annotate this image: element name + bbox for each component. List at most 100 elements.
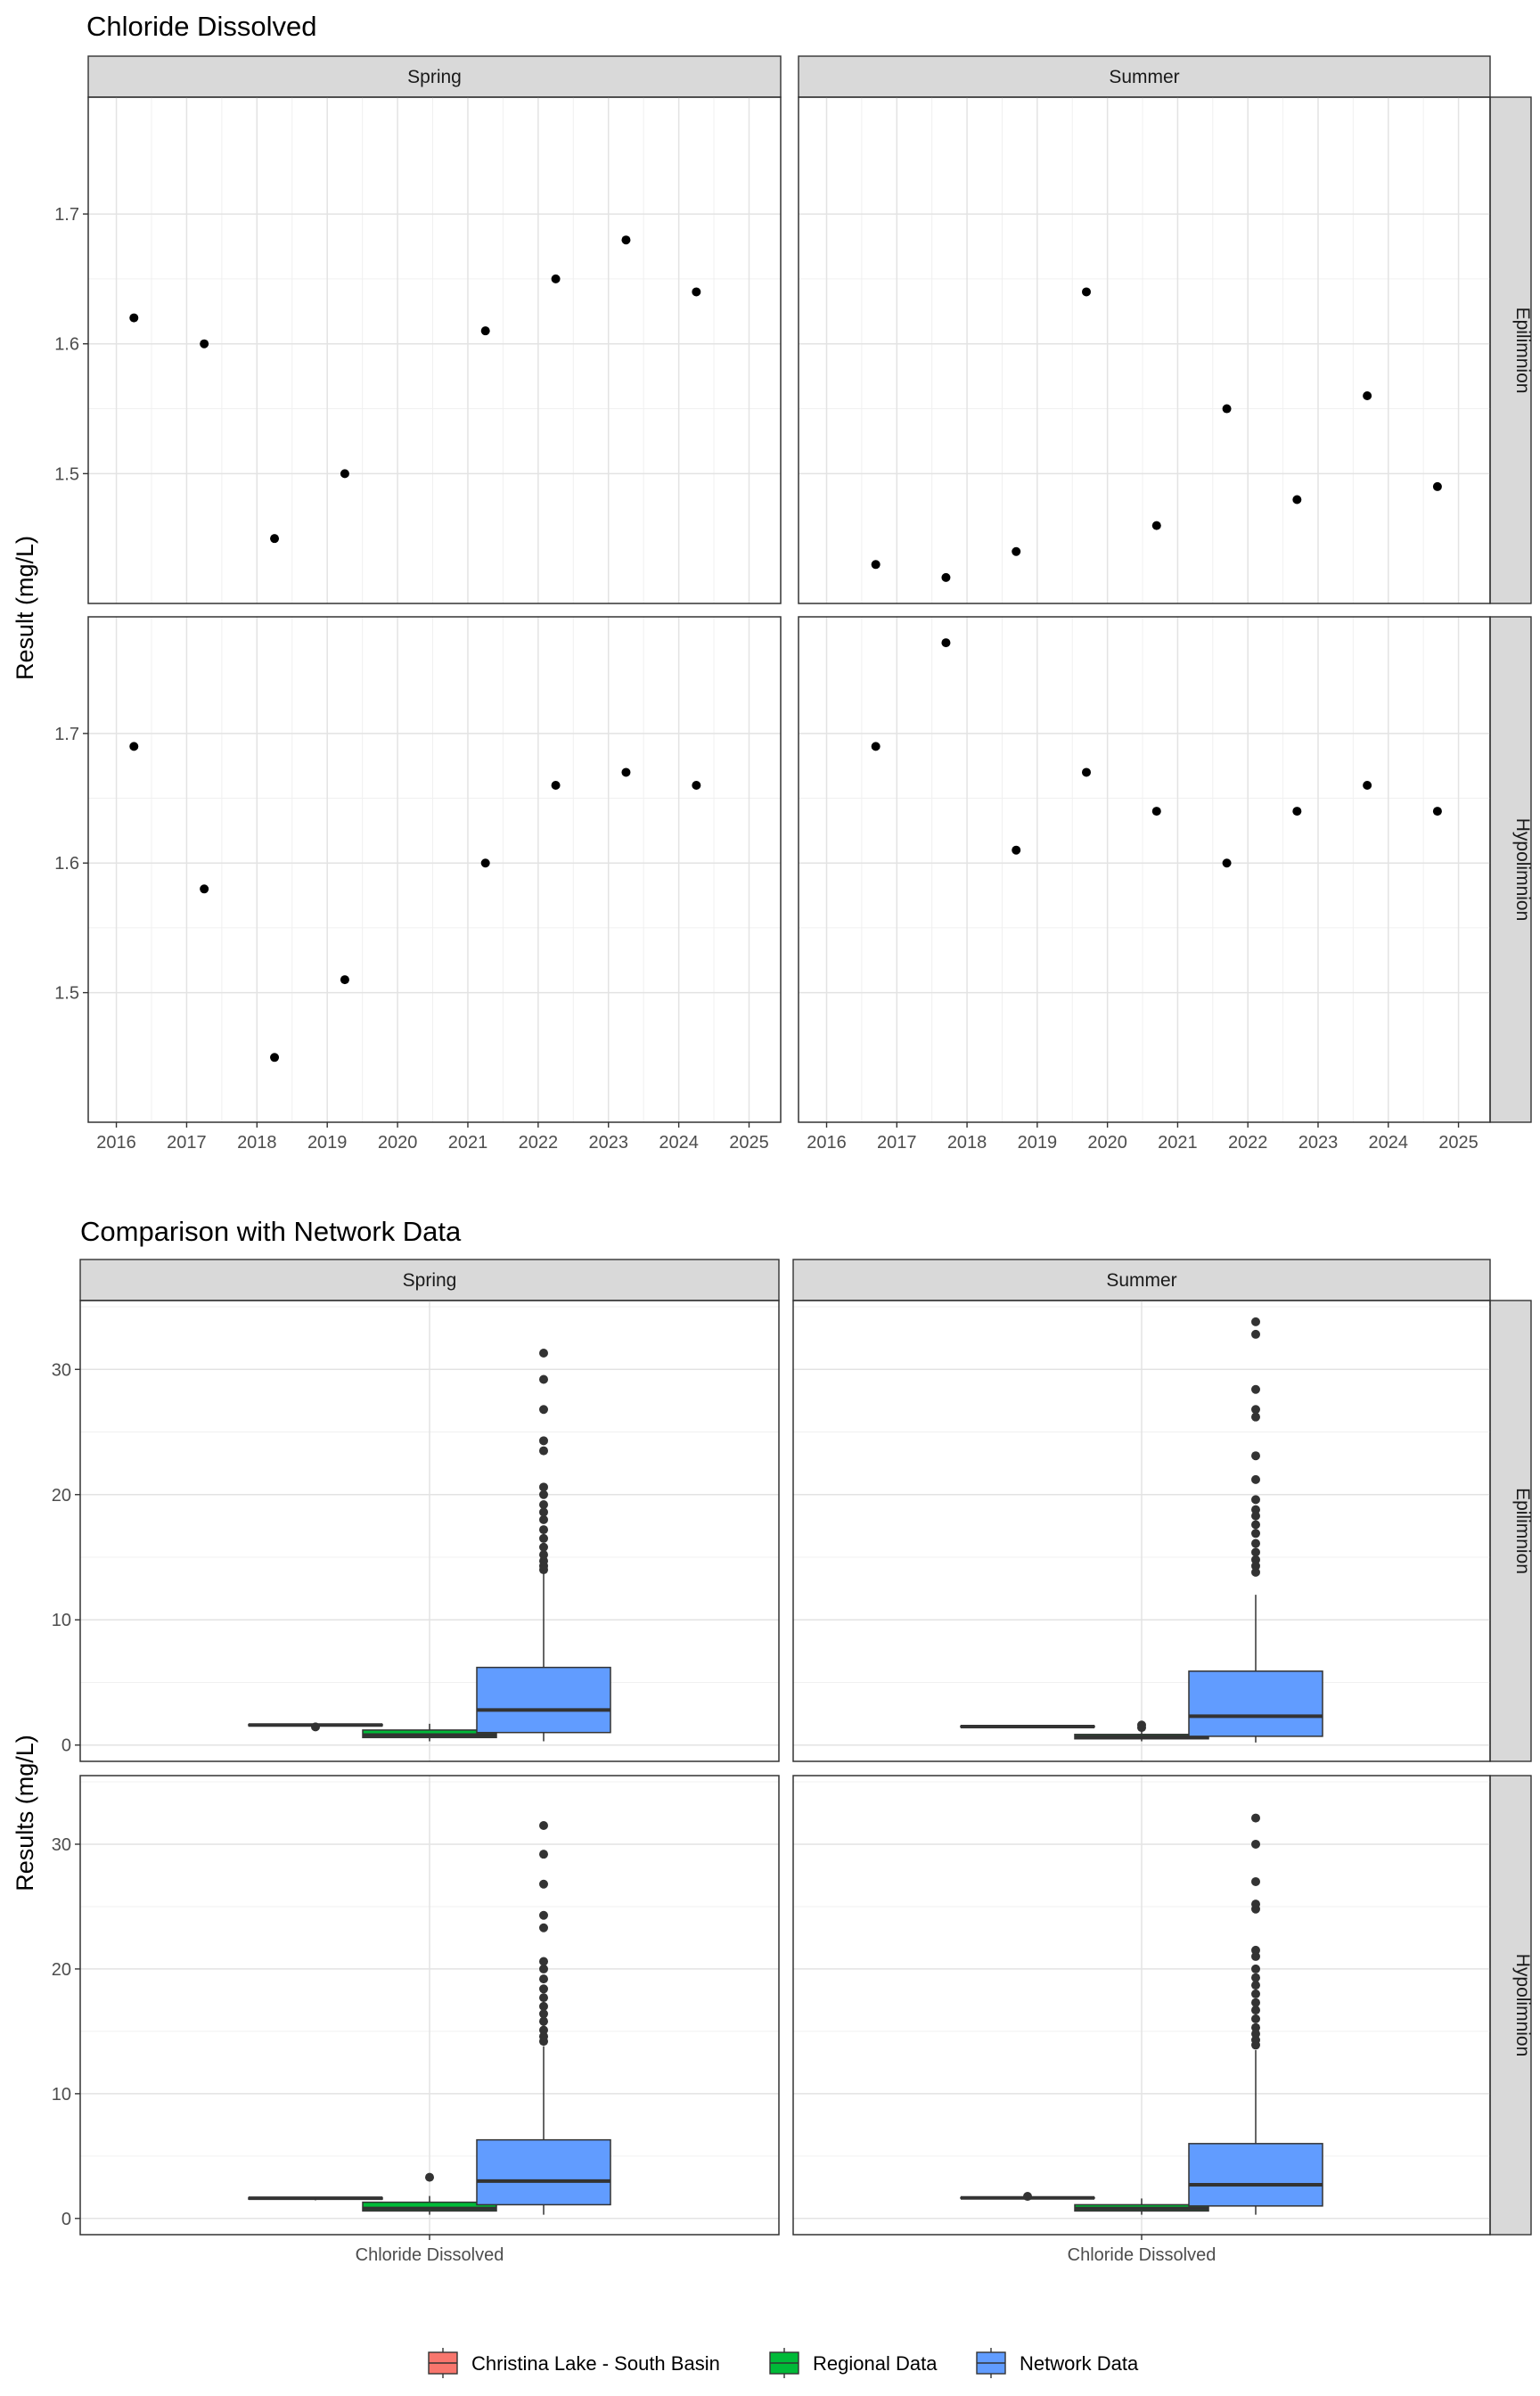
- outlier-point: [1251, 1973, 1260, 1982]
- legend: Christina Lake - South Basin Regional Dat…: [428, 2348, 1139, 2378]
- x-tick-label: 2016: [807, 1133, 847, 1153]
- data-point: [941, 572, 951, 582]
- legend-label: Network Data: [1020, 2352, 1139, 2375]
- x-tick-label: 2023: [588, 1133, 628, 1153]
- chart2-strip-label-hypolimnion: Hypolimnion: [1512, 1954, 1533, 2057]
- box-body: [1188, 2143, 1323, 2207]
- chart2-y-axis-label: Results (mg/L): [12, 1735, 38, 1891]
- data-point: [480, 858, 490, 868]
- box-network-data: [476, 1349, 611, 1742]
- chart1-faceted-scatter: Spring SummerEpilimnionHypolimnion1.51.61…: [54, 55, 1533, 1153]
- chart1-panel-summer-epilimnion-border: [798, 96, 1491, 604]
- x-tick-label: 2017: [167, 1133, 207, 1153]
- data-point: [129, 742, 139, 751]
- x-tick-label: 2024: [659, 1133, 699, 1153]
- outlier-point: [1251, 2006, 1260, 2015]
- x-tick-label: Chloride Dissolved: [356, 2245, 504, 2265]
- x-tick-label: 2019: [307, 1133, 348, 1153]
- data-point: [1363, 781, 1372, 790]
- outlier-point: [1137, 1720, 1146, 1730]
- outlier-point: [1251, 1567, 1260, 1577]
- chart1-strip-summer: [798, 55, 1491, 98]
- data-point: [270, 534, 280, 544]
- outlier-point: [539, 1436, 548, 1446]
- data-point: [340, 469, 349, 479]
- x-tick-label: 2021: [1158, 1133, 1198, 1153]
- data-point: [1432, 807, 1442, 816]
- data-point: [1012, 845, 1021, 855]
- outlier-point: [1251, 1813, 1260, 1823]
- data-point: [692, 781, 701, 790]
- data-point: [1012, 546, 1021, 556]
- outlier-point: [539, 1482, 548, 1492]
- data-point: [692, 287, 701, 297]
- outlier-point: [1251, 1412, 1260, 1422]
- outlier-point: [1251, 1529, 1260, 1539]
- box-christina-lake-south-basin: [248, 1722, 383, 1732]
- outlier-point: [539, 1923, 548, 1932]
- data-point: [270, 1053, 280, 1063]
- x-tick-label: 2025: [729, 1133, 769, 1153]
- data-point: [1151, 807, 1161, 816]
- x-tick-label: 2017: [877, 1133, 917, 1153]
- y-tick-label: 1.7: [54, 725, 79, 744]
- chart2-strip-hypolimnion: [1489, 1775, 1532, 2236]
- chart2-panel-spring-epilimnion-border: [79, 1300, 780, 1762]
- outlier-point: [539, 1514, 548, 1524]
- chart1-strip-hypolimnion: [1489, 616, 1532, 1123]
- data-point: [1222, 858, 1232, 868]
- x-tick-label: 2022: [519, 1133, 559, 1153]
- data-point: [621, 767, 631, 777]
- x-tick-label: Chloride Dissolved: [1068, 2245, 1216, 2265]
- x-tick-label: 2018: [947, 1133, 987, 1153]
- chart2-panel-spring-hypolimnion: 0 10 20 30 Chloride Dissolved: [52, 1775, 780, 2265]
- data-point: [621, 235, 631, 245]
- chart1-y-axis-label: Result (mg/L): [12, 536, 38, 680]
- data-point: [941, 638, 951, 648]
- data-point: [340, 975, 349, 985]
- outlier-point: [539, 1850, 548, 1859]
- chart1-panel-spring-hypolimnion: 1.5 1.6 1.7 2016 2017 2018 2019 2020 2021 2022 202…: [54, 616, 782, 1153]
- outlier-point: [539, 1405, 548, 1415]
- outlier-point: [1251, 2029, 1260, 2039]
- outlier-point: [1251, 1451, 1260, 1461]
- outlier-point: [1251, 1384, 1260, 1394]
- outlier-point: [1251, 1951, 1260, 1961]
- outlier-point: [539, 1525, 548, 1535]
- chart2-panel-summer-hypolimnion: Chloride Dissolved: [792, 1775, 1491, 2265]
- data-point: [1292, 495, 1302, 505]
- outlier-point: [1251, 1547, 1260, 1557]
- y-tick-label: 20: [52, 1486, 71, 1506]
- data-point: [1432, 481, 1442, 491]
- y-tick-label: 1.5: [54, 464, 79, 484]
- outlier-point: [1251, 1998, 1260, 2007]
- chart2-strip-label-epilimnion: Epilimnion: [1512, 1488, 1533, 1574]
- box-body: [1188, 1670, 1323, 1737]
- outlier-point: [311, 1722, 320, 1732]
- outlier-point: [1251, 1505, 1260, 1514]
- box-body: [362, 2201, 497, 2212]
- outlier-point: [1251, 1945, 1260, 1955]
- y-tick-label: 10: [52, 1611, 71, 1630]
- outlier-point: [1023, 2192, 1032, 2202]
- x-tick-label: 2023: [1298, 1133, 1339, 1153]
- legend-label: Christina Lake - South Basin: [471, 2352, 720, 2375]
- outlier-point: [1251, 1555, 1260, 1564]
- chart1-strip-label-epilimnion: Epilimnion: [1512, 308, 1533, 394]
- data-point: [551, 781, 561, 790]
- box-regional-data: [362, 1723, 497, 1742]
- outlier-point: [1251, 2023, 1260, 2032]
- outlier-point: [1251, 1511, 1260, 1521]
- outlier-point: [1251, 1329, 1260, 1339]
- outlier-point: [539, 1446, 548, 1456]
- outlier-point: [539, 1820, 548, 1830]
- outlier-point: [1251, 1876, 1260, 1886]
- outlier-point: [425, 2172, 434, 2182]
- outlier-point: [539, 1879, 548, 1889]
- chart2-title: Comparison with Network Data: [80, 1216, 462, 1247]
- outlier-point: [1251, 1561, 1260, 1571]
- chart1-strip-epilimnion: [1489, 96, 1532, 604]
- x-tick-label: 2019: [1018, 1133, 1058, 1153]
- outlier-point: [1251, 1900, 1260, 1909]
